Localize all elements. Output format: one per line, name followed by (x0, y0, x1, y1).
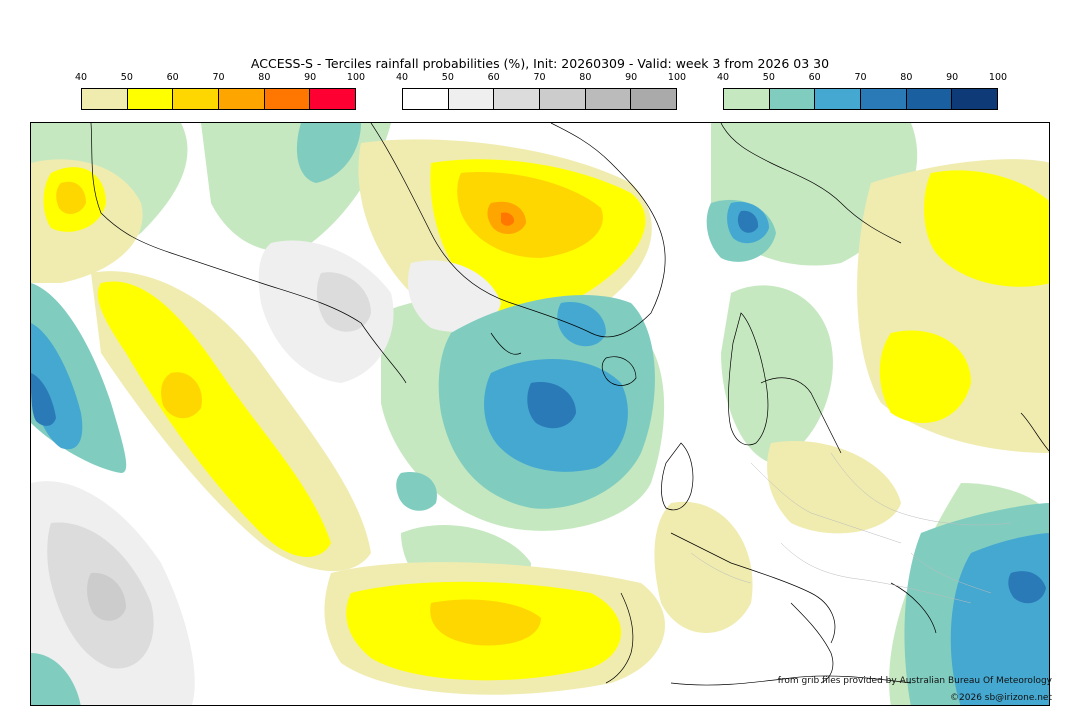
above-60-regions (56, 172, 603, 646)
colorbar-swatch (494, 89, 541, 109)
tick-label: 50 (120, 72, 133, 83)
data-credit: from grib files provided by Australian B… (777, 676, 1052, 686)
map-title: ACCESS-S - Terciles rainfall probabiliti… (250, 56, 830, 71)
colorbar-swatch (861, 89, 907, 109)
probability-map (30, 122, 1050, 706)
colorbar-swatch (264, 89, 311, 109)
colorbar-swatch (219, 89, 265, 109)
tick-label: 60 (166, 72, 179, 83)
tick-label: 40 (74, 72, 88, 83)
tick-label: 100 (988, 72, 1008, 83)
tick-label: 90 (625, 72, 638, 83)
colorbar-above-ticks: 40 50 60 70 80 90 100 (75, 72, 365, 84)
tick-label: 90 (304, 72, 317, 83)
colorbar-above (81, 88, 356, 110)
tick-label: 60 (487, 72, 500, 83)
coastlines (90, 123, 1049, 686)
colorbar-swatch (403, 89, 449, 109)
colorbar-swatch (585, 89, 632, 109)
colorbar-swatch (173, 89, 220, 109)
tick-label: 100 (346, 72, 366, 83)
tick-label: 80 (579, 72, 592, 83)
colorbar-swatch (724, 89, 770, 109)
tick-label: 40 (716, 72, 730, 83)
colorbar-swatch (815, 89, 862, 109)
tick-label: 70 (533, 72, 546, 83)
copyright-notice: ©2026 sb@irizone.net (950, 693, 1052, 703)
colorbar-swatch (952, 89, 998, 109)
tick-label: 80 (258, 72, 271, 83)
colorbar-swatch (540, 89, 586, 109)
tick-label: 50 (762, 72, 775, 83)
country-borders (690, 452, 1012, 604)
tick-label: 50 (441, 72, 454, 83)
colorbar-below-ticks: 40 50 60 70 80 90 100 (717, 72, 1007, 84)
colorbar-swatch (448, 89, 495, 109)
tick-label: 70 (212, 72, 225, 83)
colorbar-swatch (906, 89, 953, 109)
colorbar-swatch (127, 89, 174, 109)
below-70-regions (31, 210, 1046, 604)
colorbar-swatch (82, 89, 128, 109)
tick-label: 40 (395, 72, 409, 83)
tick-label: 90 (946, 72, 959, 83)
tick-label: 80 (900, 72, 913, 83)
colorbar-swatch (631, 89, 677, 109)
map-canvas (31, 123, 1049, 705)
tick-label: 100 (667, 72, 687, 83)
tick-label: 70 (854, 72, 867, 83)
colorbar-below (723, 88, 998, 110)
tick-label: 60 (808, 72, 821, 83)
colorbar-near (402, 88, 677, 110)
colorbar-swatch (769, 89, 816, 109)
colorbar-near-ticks: 40 50 60 70 80 90 100 (396, 72, 686, 84)
near-70-region (87, 572, 126, 621)
colorbar-swatch (310, 89, 356, 109)
above-80-region (501, 212, 515, 226)
